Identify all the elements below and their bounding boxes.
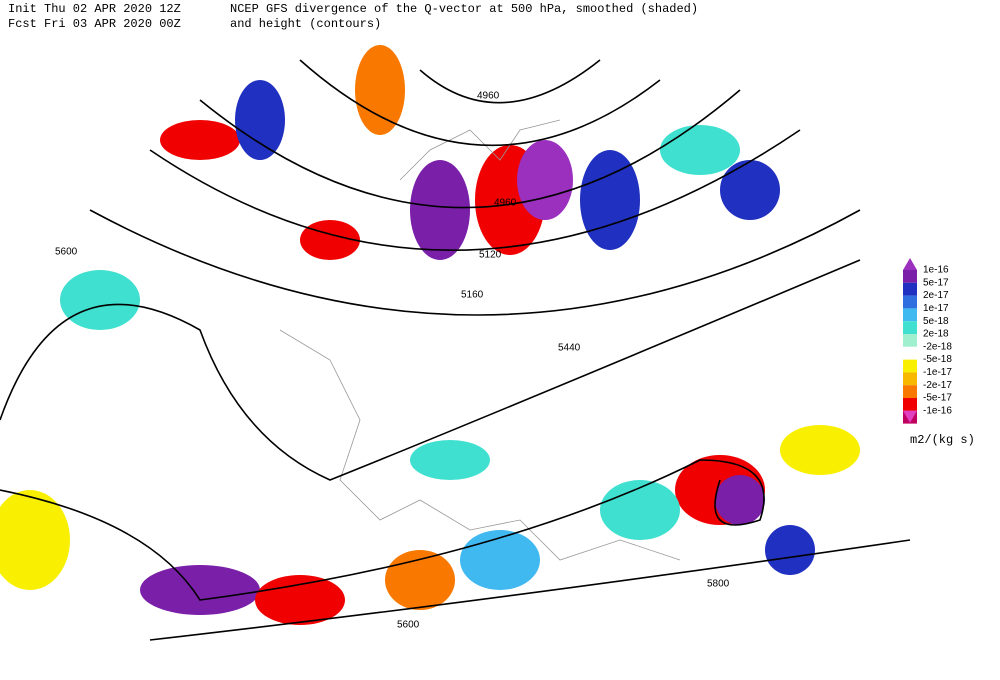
shade bbox=[580, 150, 640, 250]
colorbar-box bbox=[903, 282, 917, 296]
shade bbox=[720, 160, 780, 220]
colorbar-label: -2e-18 bbox=[923, 341, 952, 352]
contour bbox=[299, 59, 661, 147]
contour-label: 5800 bbox=[707, 579, 730, 590]
init-time: Init Thu 02 APR 2020 12Z bbox=[8, 2, 181, 16]
colorbar-box bbox=[903, 295, 917, 309]
colorbar-box bbox=[903, 270, 917, 283]
coastline bbox=[279, 329, 681, 561]
contour bbox=[0, 259, 861, 481]
contour-label: 5160 bbox=[461, 290, 484, 301]
contour bbox=[0, 459, 765, 601]
map-subtitle: and height (contours) bbox=[230, 17, 381, 31]
contour-label: 5120 bbox=[479, 250, 502, 261]
contour-labels: 4960 4960 5120 5160 5440 5600 5800 5600 bbox=[55, 91, 730, 631]
map-title: NCEP GFS divergence of the Q-vector at 5… bbox=[230, 2, 698, 16]
contour bbox=[419, 59, 601, 104]
colorbar-box bbox=[903, 334, 917, 347]
colorbar-box bbox=[903, 372, 917, 386]
forecast-time: Fcst Fri 03 APR 2020 00Z bbox=[8, 17, 181, 31]
shade bbox=[410, 160, 470, 260]
colorbar-label: -2e-17 bbox=[923, 380, 952, 391]
colorbar-arrow bbox=[903, 410, 917, 423]
colorbar-label: 1e-16 bbox=[923, 265, 949, 276]
colorbar-label: 1e-17 bbox=[923, 303, 949, 314]
colorbar-box bbox=[903, 308, 917, 322]
shade bbox=[780, 425, 860, 475]
shade bbox=[255, 575, 345, 625]
contour-label: 4960 bbox=[477, 91, 500, 102]
colorbar-label: 5e-17 bbox=[923, 277, 949, 288]
colorbar-label: 5e-18 bbox=[923, 316, 949, 327]
colorbar-label: 2e-18 bbox=[923, 329, 949, 340]
shade bbox=[385, 550, 455, 610]
header: Init Thu 02 APR 2020 12Z Fcst Fri 03 APR… bbox=[8, 2, 698, 31]
contour-label: 4960 bbox=[494, 198, 517, 209]
contour bbox=[149, 539, 911, 641]
colorbar-unit: m2/(kg s) bbox=[910, 433, 975, 447]
shade bbox=[765, 525, 815, 575]
shade bbox=[660, 125, 740, 175]
contour-label: 5440 bbox=[558, 343, 581, 354]
contour-label: 5600 bbox=[397, 620, 420, 631]
contours bbox=[0, 59, 911, 641]
contour bbox=[199, 89, 741, 209]
shade bbox=[140, 565, 260, 615]
colorbar-box bbox=[903, 346, 917, 360]
shading bbox=[0, 45, 860, 625]
shade bbox=[160, 120, 240, 160]
shade bbox=[355, 45, 405, 135]
shade bbox=[600, 480, 680, 540]
colorbar-arrow bbox=[903, 258, 917, 270]
colorbar-label: -1e-16 bbox=[923, 405, 952, 416]
shade bbox=[715, 475, 765, 525]
colorbar-box bbox=[903, 385, 917, 398]
colorbar-label: -1e-17 bbox=[923, 367, 952, 378]
colorbar-box bbox=[903, 398, 917, 411]
shade bbox=[410, 440, 490, 480]
shade bbox=[460, 530, 540, 590]
colorbar-label: -5e-17 bbox=[923, 393, 952, 404]
colorbar-label: 2e-17 bbox=[923, 290, 949, 301]
shade bbox=[517, 140, 573, 220]
shade bbox=[0, 490, 70, 590]
contour-label: 5600 bbox=[55, 247, 78, 258]
contour bbox=[149, 129, 801, 251]
shade bbox=[235, 80, 285, 160]
colorbar-box bbox=[903, 321, 917, 334]
colorbar-box bbox=[903, 359, 917, 373]
colorbar-label: -5e-18 bbox=[923, 354, 952, 365]
contour bbox=[89, 209, 861, 316]
shade bbox=[60, 270, 140, 330]
